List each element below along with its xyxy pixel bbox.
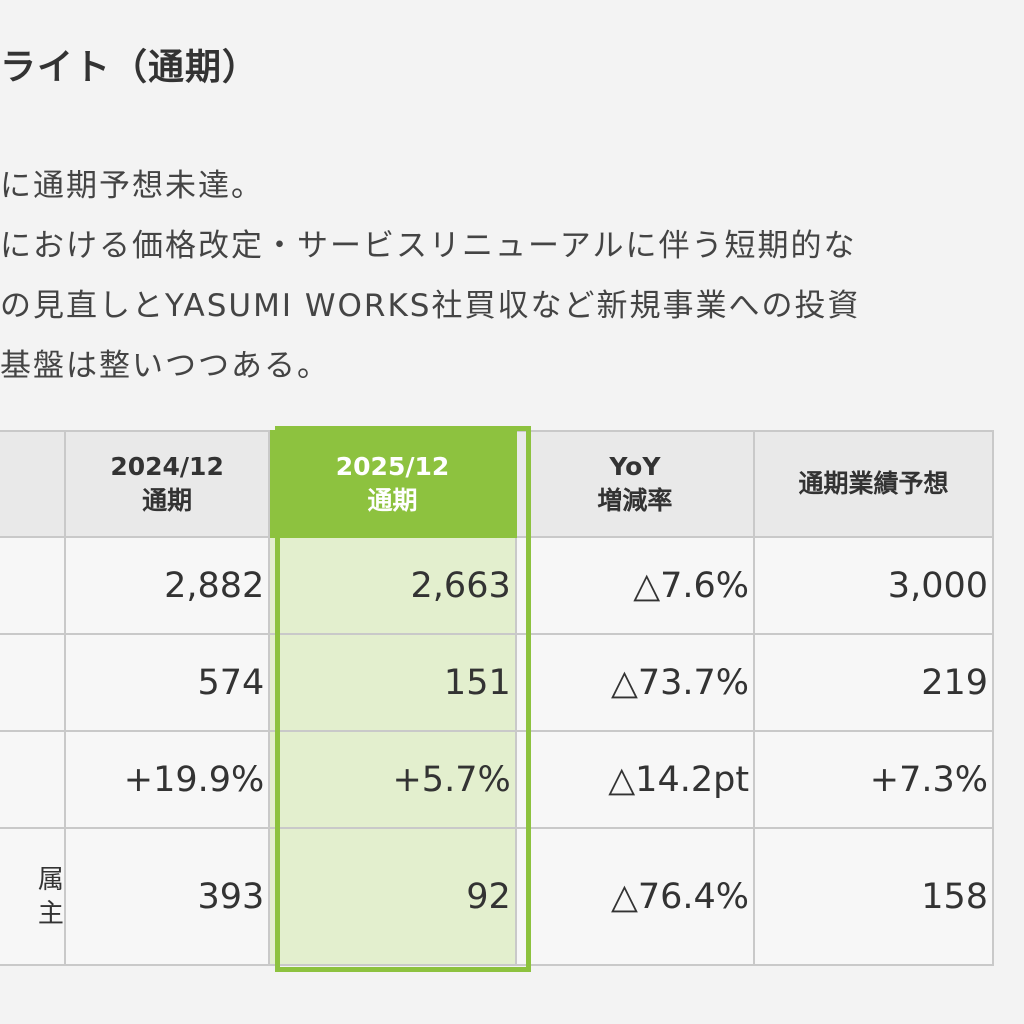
header-fy2025: 2025/12 通期 xyxy=(268,430,517,538)
table-row: +19.9% +5.7% △14.2pt +7.3% xyxy=(0,730,994,829)
cell-forecast: 3,000 xyxy=(753,536,994,635)
cell-fy2025: 151 xyxy=(268,633,517,732)
row-label xyxy=(0,536,66,635)
cell-fy2025: 92 xyxy=(268,827,517,966)
cell-fy2024: +19.9% xyxy=(63,730,271,829)
cell-fy2025: 2,663 xyxy=(268,536,517,635)
cell-yoy: △14.2pt xyxy=(514,730,756,829)
row-label xyxy=(0,633,66,732)
table-header-row: 2024/12 通期 2025/12 通期 YoY 増減率 通期業績予想 xyxy=(0,430,994,538)
table-row: 2,882 2,663 △7.6% 3,000 xyxy=(0,536,994,635)
cell-forecast: 219 xyxy=(753,633,994,732)
header-fy2025-period: 2025/12 xyxy=(335,452,450,481)
summary-line-1: に通期予想未達。 xyxy=(0,168,264,204)
header-yoy-title: YoY xyxy=(609,452,661,481)
cell-forecast: 158 xyxy=(753,827,994,966)
row-label-line-2: 主 xyxy=(37,898,64,929)
header-fy2024: 2024/12 通期 xyxy=(63,430,271,538)
header-yoy-sub: 増減率 xyxy=(597,486,673,515)
summary-line-4: 基盤は整いつつある。 xyxy=(0,348,330,384)
summary-line-2: における価格改定・サービスリニューアルに伴う短期的な xyxy=(0,228,857,264)
kpi-table: 2024/12 通期 2025/12 通期 YoY 増減率 通期業績予想 2,8… xyxy=(0,430,994,966)
header-fy2024-span: 通期 xyxy=(142,486,193,515)
cell-fy2025: +5.7% xyxy=(268,730,517,829)
cell-yoy: △7.6% xyxy=(514,536,756,635)
header-fy2024-period: 2024/12 xyxy=(110,452,224,481)
header-yoy: YoY 増減率 xyxy=(514,430,756,538)
row-label-line-1: 属 xyxy=(37,864,64,895)
table-row: 574 151 △73.7% 219 xyxy=(0,633,994,732)
cell-yoy: △73.7% xyxy=(514,633,756,732)
header-fy2025-span: 通期 xyxy=(367,486,418,515)
section-heading: ライト（通期） xyxy=(0,47,260,88)
cell-fy2024: 2,882 xyxy=(63,536,271,635)
row-label xyxy=(0,730,66,829)
cell-fy2024: 574 xyxy=(63,633,271,732)
row-label: 属 主 xyxy=(0,827,66,966)
header-forecast: 通期業績予想 xyxy=(753,430,994,538)
cell-forecast: +7.3% xyxy=(753,730,994,829)
cell-yoy: △76.4% xyxy=(514,827,756,966)
header-item-label xyxy=(0,430,66,538)
cell-fy2024: 393 xyxy=(63,827,271,966)
table-row: 属 主 393 92 △76.4% 158 xyxy=(0,827,994,966)
summary-line-3: の見直しとYASUMI WORKS社買収など新規事業への投資 xyxy=(0,288,861,324)
